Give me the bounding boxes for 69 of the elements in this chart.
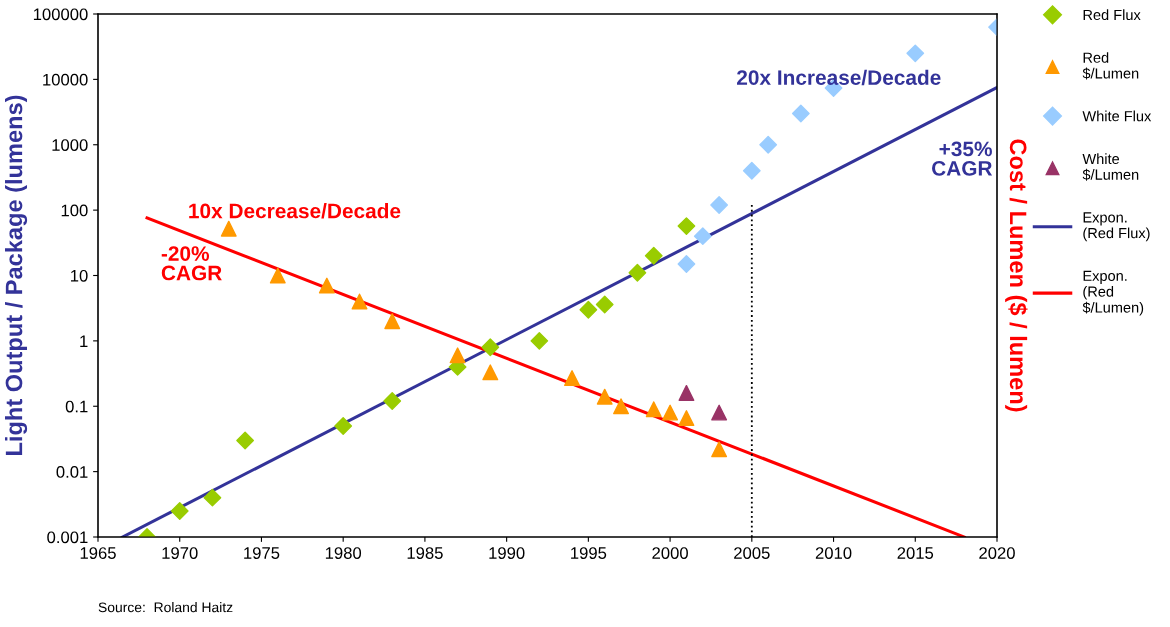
point <box>596 388 613 405</box>
point <box>906 44 925 63</box>
point <box>334 417 353 435</box>
point <box>644 246 663 265</box>
point <box>759 135 778 154</box>
x-tick-label: 1995 <box>571 547 607 559</box>
y-tick-label: 100000 <box>33 8 88 21</box>
legend-label: Red Flux <box>1083 9 1141 21</box>
point <box>318 277 335 294</box>
legend-label: White $/Lumen <box>1082 153 1139 181</box>
x-tick-label: 2000 <box>652 547 688 559</box>
point <box>383 392 402 410</box>
y-tick-label: 0.01 <box>56 466 88 478</box>
point <box>170 502 189 520</box>
point <box>711 404 728 421</box>
point <box>236 431 255 450</box>
point <box>613 398 630 415</box>
x-tick-label: 1990 <box>489 547 525 559</box>
point <box>449 347 466 364</box>
point <box>564 370 580 387</box>
annotation: 10x Decrease/Decade <box>189 203 401 219</box>
point <box>203 488 222 507</box>
x-tick-label: 2015 <box>897 547 934 559</box>
source-note: Source: Roland Haitz <box>98 602 233 613</box>
y-tick-label: 1 <box>80 335 88 347</box>
point <box>482 364 499 381</box>
point <box>693 227 712 246</box>
y-tick-label: 100 <box>61 204 88 217</box>
annotation: 20x Increase/Decade <box>737 69 941 86</box>
x-tick-label: 2020 <box>979 547 1015 559</box>
legend-label: Red $/Lumen <box>1082 52 1139 80</box>
y-tick-label: 10 <box>71 269 88 282</box>
y-axis-title: Light Output / Package (lumens) <box>5 95 28 455</box>
point <box>677 217 696 235</box>
point <box>269 267 286 284</box>
y2-axis-title: Cost / Lumen ($ / lumen) <box>1005 139 1028 412</box>
x-tick-label: 1985 <box>407 547 443 559</box>
point <box>678 410 695 427</box>
point <box>481 338 500 357</box>
point <box>628 263 647 282</box>
point <box>579 300 598 319</box>
point <box>220 220 237 237</box>
y-tick-label: 0.001 <box>47 531 88 544</box>
point <box>742 161 761 180</box>
x-tick-label: 1970 <box>162 547 198 559</box>
point <box>662 404 679 421</box>
point <box>351 293 368 310</box>
point <box>645 401 662 418</box>
legend-label: Expon. (Red Flux) <box>1083 212 1150 242</box>
point <box>595 295 614 314</box>
legend-label: White Flux <box>1082 110 1152 122</box>
point <box>384 313 401 330</box>
point <box>710 196 729 214</box>
x-tick-label: 2010 <box>815 547 852 559</box>
legend-label: Expon. (Red $/Lumen) <box>1082 270 1144 316</box>
y-tick-label: 10000 <box>43 73 88 86</box>
point <box>711 441 728 458</box>
point <box>677 255 696 273</box>
annotation: +35% CAGR <box>932 141 993 176</box>
x-tick-label: 1965 <box>80 547 116 559</box>
point <box>678 384 695 401</box>
y-tick-label: 0.1 <box>65 400 88 413</box>
point <box>530 331 549 350</box>
y-tick-label: 1000 <box>52 139 88 151</box>
x-tick-label: 1975 <box>244 547 280 559</box>
x-tick-label: 1980 <box>325 547 362 559</box>
annotation: -20% CAGR <box>161 246 222 281</box>
x-tick-label: 2005 <box>734 547 770 559</box>
point <box>791 104 810 123</box>
